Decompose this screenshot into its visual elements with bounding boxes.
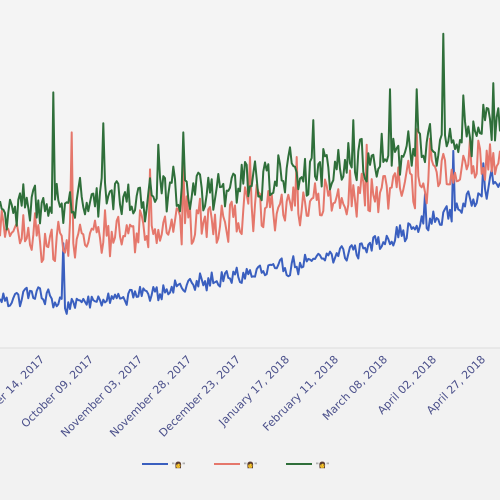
series-line-3 — [0, 32, 500, 231]
legend-label: "👩" — [316, 461, 329, 469]
legend-item[interactable]: "👩" — [142, 461, 185, 469]
legend-label: "👩" — [244, 461, 257, 469]
x-tick-label: September 14, 2017 — [0, 353, 47, 442]
x-tick-label: December 23, 2017 — [156, 353, 243, 440]
x-tick-label: November 03, 2017 — [58, 353, 145, 440]
legend-item[interactable]: "👩" — [214, 461, 257, 469]
x-tick-label: November 28, 2017 — [107, 353, 194, 440]
legend-label: "👩" — [172, 461, 185, 469]
series-line-2 — [0, 128, 500, 263]
legend-item[interactable]: "👩" — [286, 461, 329, 469]
series-line-1 — [0, 149, 500, 315]
